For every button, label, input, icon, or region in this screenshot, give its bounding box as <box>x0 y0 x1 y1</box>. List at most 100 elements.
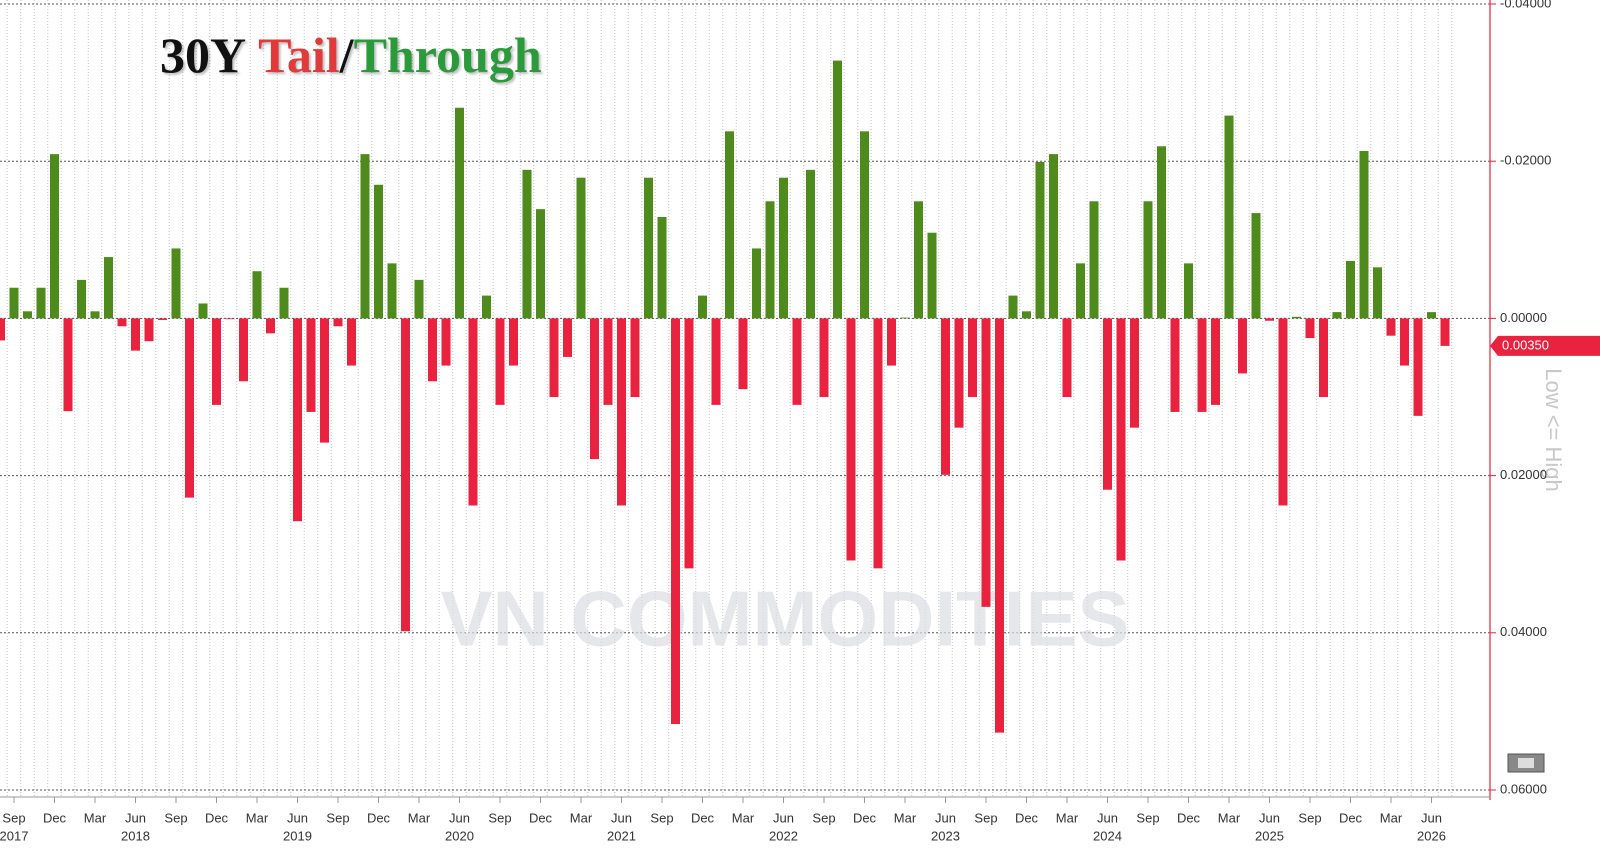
bar <box>23 311 32 319</box>
x-tick-label: Sep <box>650 810 673 825</box>
bar <box>671 318 680 724</box>
bar <box>522 169 532 319</box>
x-year-label: 2021 <box>607 828 636 843</box>
x-tick-label: Sep <box>974 810 997 825</box>
x-year-label: 2023 <box>931 828 960 843</box>
bar <box>482 295 491 319</box>
bar <box>1049 154 1058 319</box>
bar <box>563 318 572 357</box>
x-tick-label: Mar <box>1218 810 1241 825</box>
bar <box>711 318 721 405</box>
x-tick-label: Jun <box>1259 810 1280 825</box>
x-tick-label: Mar <box>408 810 431 825</box>
bar <box>468 318 478 506</box>
bar <box>225 318 235 320</box>
bar <box>266 318 275 334</box>
x-tick-label: Dec <box>1339 810 1363 825</box>
bar <box>333 318 343 327</box>
x-year-label: 2019 <box>283 828 312 843</box>
watermark: VN COMMODITIES <box>440 575 1129 663</box>
x-tick-label: Mar <box>1056 810 1079 825</box>
bar <box>1332 312 1342 319</box>
icon-inner <box>1518 758 1534 768</box>
bar <box>185 318 194 498</box>
bar <box>36 287 46 319</box>
x-tick-label: Mar <box>84 810 107 825</box>
bar <box>1440 318 1450 346</box>
bar <box>657 217 667 319</box>
bar <box>752 248 761 319</box>
x-tick-label: Jun <box>1421 810 1442 825</box>
bar <box>738 318 748 390</box>
bar <box>549 318 559 397</box>
bar <box>1400 318 1409 366</box>
bar <box>995 318 1004 733</box>
bar <box>441 318 451 366</box>
bar <box>1386 318 1396 336</box>
bar <box>509 318 518 366</box>
bar <box>981 318 991 607</box>
x-tick-label: Dec <box>205 810 229 825</box>
bar <box>873 318 883 569</box>
x-tick-label: Mar <box>894 810 917 825</box>
bar <box>158 318 167 320</box>
bar <box>900 317 910 319</box>
x-year-label: 2025 <box>1255 828 1284 843</box>
bar <box>860 131 869 319</box>
x-year-label: 2024 <box>1093 828 1122 843</box>
bar <box>77 279 86 319</box>
bar <box>171 248 181 319</box>
bar <box>320 318 329 443</box>
bar <box>954 318 964 428</box>
bar <box>401 318 410 632</box>
x-tick-label: Dec <box>1015 810 1039 825</box>
bar <box>603 318 613 405</box>
bar <box>279 287 289 319</box>
bar <box>1008 295 1018 319</box>
x-tick-label: Dec <box>1177 810 1201 825</box>
bar <box>1427 312 1436 319</box>
x-tick-label: Sep <box>326 810 349 825</box>
bar <box>846 318 856 561</box>
bar <box>792 318 802 405</box>
x-tick-label: Jun <box>287 810 308 825</box>
last-value-tag <box>1490 335 1600 356</box>
x-tick-label: Mar <box>1380 810 1403 825</box>
bar <box>914 201 923 319</box>
bar <box>1170 318 1180 412</box>
bar <box>50 154 59 319</box>
x-tick-label: Sep <box>1136 810 1159 825</box>
bar <box>1197 318 1207 412</box>
bar <box>590 318 599 460</box>
bar <box>387 263 397 319</box>
x-tick-label: Mar <box>570 810 593 825</box>
x-tick-label: Sep <box>1298 810 1321 825</box>
bar <box>1359 150 1369 319</box>
title-part: 30Y <box>160 27 246 83</box>
bar <box>1184 263 1193 319</box>
x-tick-label: Dec <box>853 810 877 825</box>
bar <box>968 318 977 397</box>
bar <box>887 318 896 366</box>
y-tick-label: 0.06000 <box>1500 781 1547 796</box>
bar <box>1103 318 1112 490</box>
bar <box>536 209 545 319</box>
bar <box>455 107 464 319</box>
bar <box>1143 201 1153 319</box>
bar <box>630 318 640 397</box>
bar <box>104 257 113 319</box>
bar <box>360 154 370 319</box>
bar <box>414 279 424 319</box>
bar <box>725 131 734 319</box>
bar <box>212 318 221 405</box>
bar <box>0 318 5 341</box>
bar <box>1076 263 1085 319</box>
bar <box>1292 316 1301 319</box>
bar <box>941 318 950 475</box>
bar <box>1251 213 1261 319</box>
bar <box>1157 146 1166 319</box>
x-tick-label: Jun <box>125 810 146 825</box>
last-value-label: 0.00350 <box>1502 337 1549 352</box>
